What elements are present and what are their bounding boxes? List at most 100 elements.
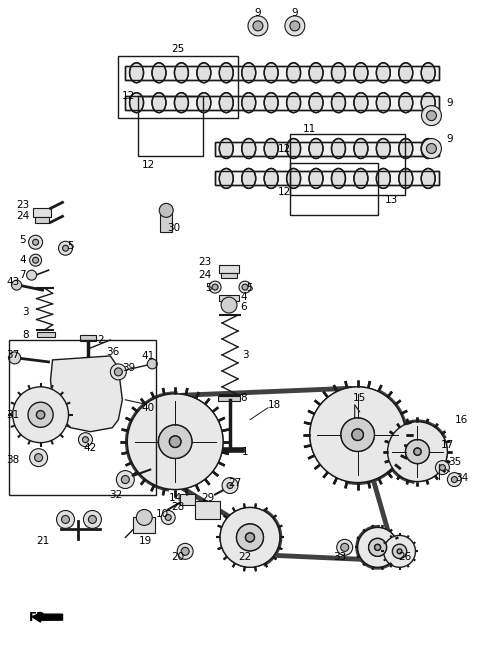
- Text: 38: 38: [6, 455, 19, 464]
- Text: 6: 6: [240, 302, 247, 312]
- Text: 2: 2: [97, 335, 104, 345]
- Ellipse shape: [309, 169, 323, 188]
- Circle shape: [285, 16, 305, 36]
- Ellipse shape: [399, 63, 413, 83]
- Bar: [119, 56, 238, 117]
- Circle shape: [158, 425, 192, 459]
- Circle shape: [30, 449, 48, 466]
- Circle shape: [374, 544, 381, 550]
- Circle shape: [435, 461, 449, 474]
- Bar: [290, 163, 378, 215]
- Circle shape: [310, 387, 406, 483]
- Ellipse shape: [264, 92, 278, 113]
- Circle shape: [136, 510, 152, 525]
- Circle shape: [426, 111, 436, 121]
- Text: 30: 30: [168, 223, 181, 234]
- Bar: [219, 265, 239, 273]
- Text: 13: 13: [385, 195, 398, 205]
- Circle shape: [242, 284, 248, 290]
- Ellipse shape: [242, 169, 256, 188]
- Ellipse shape: [376, 138, 390, 159]
- Text: 20: 20: [172, 552, 185, 562]
- Text: 8: 8: [22, 330, 29, 340]
- Circle shape: [227, 483, 233, 489]
- Circle shape: [310, 387, 406, 483]
- Ellipse shape: [219, 138, 233, 159]
- Text: FR.: FR.: [29, 611, 50, 624]
- Circle shape: [110, 364, 126, 380]
- Bar: [160, 211, 172, 232]
- Circle shape: [237, 524, 264, 551]
- Circle shape: [220, 508, 280, 567]
- Ellipse shape: [287, 63, 300, 83]
- Ellipse shape: [354, 169, 368, 188]
- Text: 33: 33: [333, 552, 347, 562]
- Ellipse shape: [399, 92, 413, 113]
- Ellipse shape: [376, 63, 390, 83]
- Text: 36: 36: [106, 347, 119, 357]
- Bar: [81, 335, 96, 341]
- Ellipse shape: [197, 92, 211, 113]
- Circle shape: [439, 464, 445, 470]
- Circle shape: [169, 436, 181, 447]
- Ellipse shape: [309, 92, 323, 113]
- Text: 21: 21: [36, 537, 49, 546]
- Bar: [215, 142, 439, 155]
- Ellipse shape: [309, 138, 323, 159]
- Circle shape: [369, 539, 386, 556]
- Bar: [290, 134, 405, 195]
- Circle shape: [12, 387, 69, 443]
- Text: 5: 5: [205, 283, 211, 293]
- Circle shape: [421, 106, 442, 125]
- Circle shape: [84, 510, 101, 529]
- Ellipse shape: [130, 63, 144, 83]
- Ellipse shape: [174, 63, 188, 83]
- Bar: [9, 340, 156, 495]
- Bar: [35, 217, 48, 223]
- Text: 19: 19: [139, 537, 152, 546]
- Text: 9: 9: [254, 8, 261, 18]
- Circle shape: [245, 533, 254, 542]
- Text: 12: 12: [142, 161, 155, 171]
- Ellipse shape: [219, 169, 233, 188]
- Text: 23: 23: [16, 200, 29, 211]
- Circle shape: [248, 16, 268, 36]
- Circle shape: [158, 425, 192, 459]
- Circle shape: [121, 476, 129, 483]
- Text: 40: 40: [142, 403, 155, 413]
- Text: 14: 14: [168, 493, 182, 502]
- Ellipse shape: [287, 169, 300, 188]
- Circle shape: [28, 402, 53, 427]
- Ellipse shape: [309, 63, 323, 83]
- Circle shape: [358, 527, 397, 567]
- Bar: [219, 295, 239, 301]
- Text: 35: 35: [448, 457, 461, 466]
- Ellipse shape: [421, 63, 435, 83]
- Circle shape: [78, 433, 93, 447]
- Text: 16: 16: [455, 415, 468, 424]
- Circle shape: [26, 270, 36, 280]
- Circle shape: [59, 241, 72, 255]
- Circle shape: [83, 437, 88, 443]
- Bar: [125, 96, 439, 110]
- Circle shape: [352, 429, 363, 440]
- Ellipse shape: [197, 63, 211, 83]
- Circle shape: [392, 544, 407, 558]
- Ellipse shape: [174, 92, 188, 113]
- Text: 12: 12: [278, 188, 291, 197]
- Circle shape: [374, 544, 381, 550]
- Circle shape: [387, 422, 447, 482]
- Polygon shape: [50, 356, 122, 432]
- Text: 5: 5: [19, 236, 26, 245]
- Ellipse shape: [332, 92, 346, 113]
- Text: 43: 43: [6, 277, 19, 287]
- Circle shape: [169, 436, 181, 447]
- Text: 7: 7: [19, 270, 26, 280]
- Circle shape: [209, 281, 221, 293]
- Bar: [125, 96, 439, 110]
- Circle shape: [30, 255, 42, 266]
- Text: 15: 15: [353, 393, 366, 403]
- Text: 26: 26: [398, 552, 411, 562]
- Text: 22: 22: [239, 552, 252, 562]
- Ellipse shape: [376, 92, 390, 113]
